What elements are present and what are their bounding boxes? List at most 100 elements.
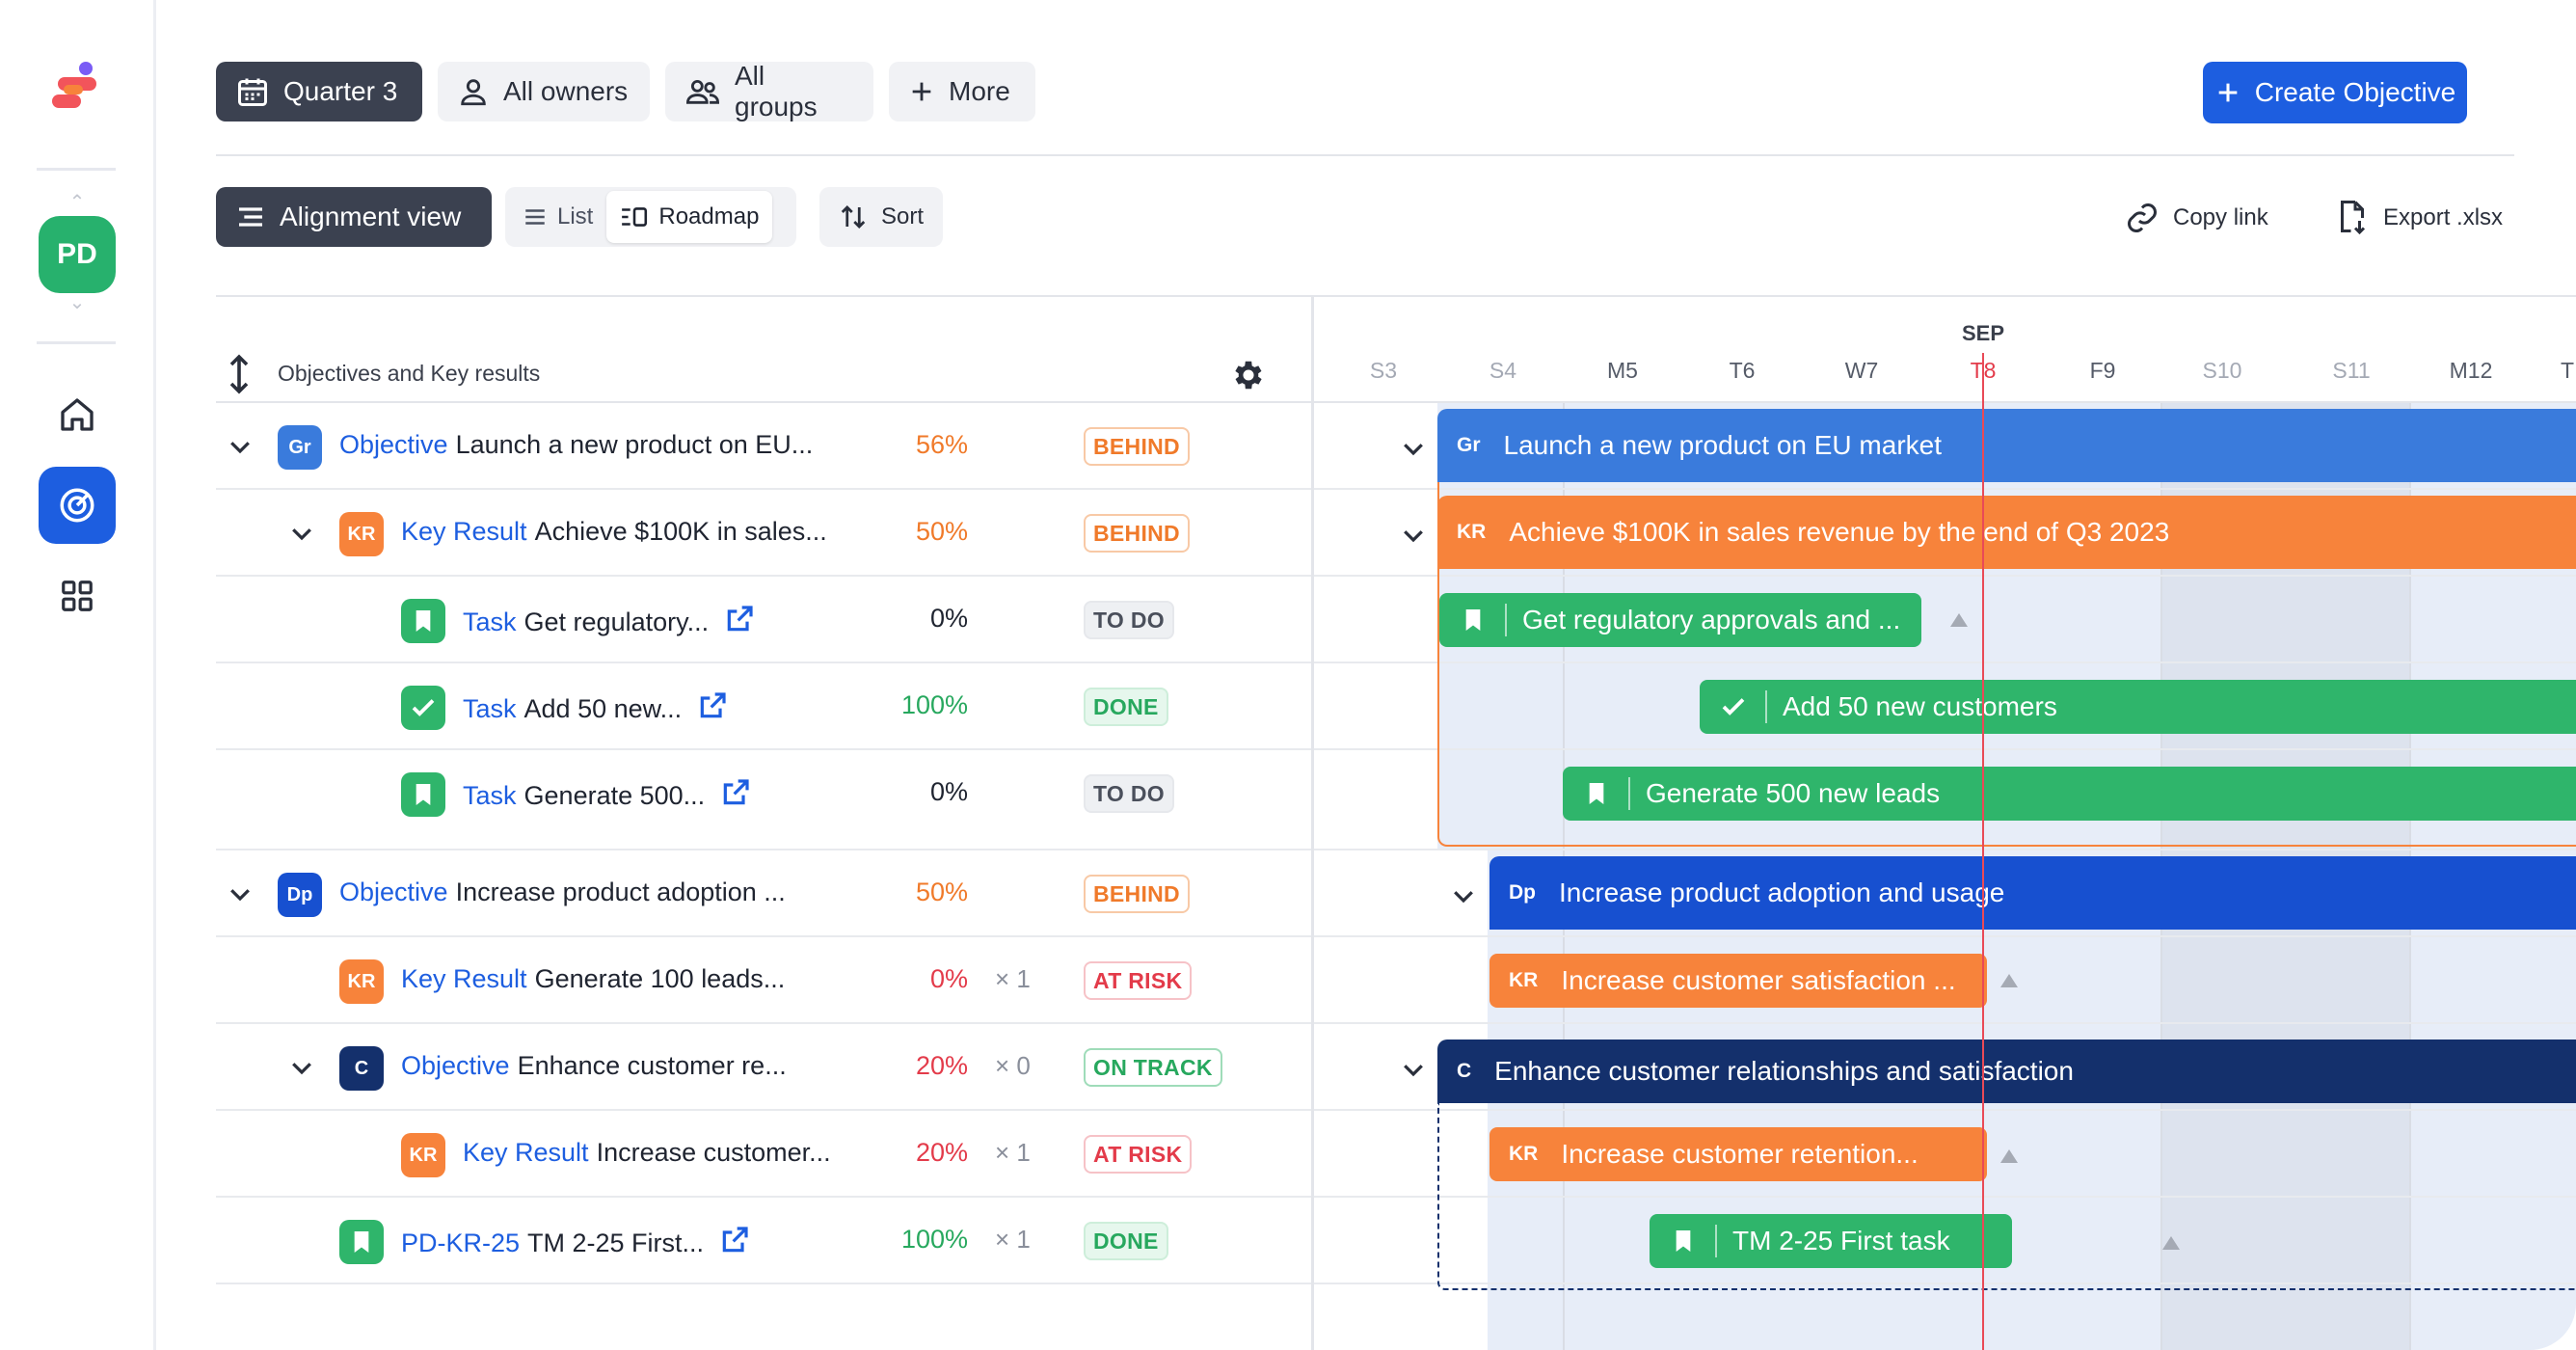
chevron-down-icon[interactable] bbox=[1399, 521, 1428, 550]
goals-nav-button[interactable] bbox=[39, 467, 116, 544]
table-row[interactable]: Task Get regulatory... 0% TO DO bbox=[216, 577, 1311, 663]
chevron-up-icon: ⌃ bbox=[68, 192, 86, 213]
row-title[interactable]: PD-KR-25 TM 2-25 First... bbox=[401, 1225, 750, 1258]
row-title-text: Generate 100 leads... bbox=[534, 964, 786, 993]
row-title[interactable]: Task Generate 500... bbox=[463, 777, 751, 811]
task-bar[interactable]: Get regulatory approvals and ... bbox=[1439, 593, 1921, 647]
chevron-down-icon[interactable] bbox=[1399, 1055, 1428, 1084]
expand-collapse-icon[interactable] bbox=[226, 353, 253, 395]
objective-bar[interactable]: Gr Launch a new product on EU market bbox=[1437, 409, 2576, 482]
bar-label: Add 50 new customers bbox=[1783, 691, 2057, 721]
row-title[interactable]: Key Result Generate 100 leads... bbox=[401, 964, 785, 994]
row-title-text: Enhance customer re... bbox=[517, 1051, 787, 1080]
table-row[interactable]: KR Key Result Generate 100 leads... 0% × … bbox=[216, 937, 1311, 1024]
dependency-marker[interactable] bbox=[1950, 613, 1968, 627]
status-badge: BEHIND bbox=[1084, 514, 1190, 553]
progress-value: 50% bbox=[915, 517, 968, 546]
timeline-row bbox=[1314, 1024, 2576, 1111]
row-kind: Key Result bbox=[401, 517, 527, 546]
dependency-marker[interactable] bbox=[2000, 1149, 2018, 1163]
progress-value: 20% bbox=[915, 1138, 968, 1167]
list-view-tab[interactable]: List bbox=[509, 191, 606, 243]
status-badge: TO DO bbox=[1084, 601, 1174, 639]
chevron-down-icon[interactable] bbox=[287, 1053, 316, 1082]
day-tick: T6 bbox=[1729, 358, 1756, 383]
row-title[interactable]: Objective Increase product adoption ... bbox=[339, 878, 786, 907]
link-icon bbox=[2128, 203, 2157, 232]
chevron-down-icon[interactable] bbox=[226, 879, 255, 908]
table-row[interactable]: Task Add 50 new... 100% DONE bbox=[216, 663, 1311, 750]
row-title-text: Add 50 new... bbox=[523, 694, 683, 723]
progress-value: 50% bbox=[915, 878, 968, 906]
sort-button[interactable]: Sort bbox=[819, 187, 943, 247]
table-row[interactable]: KR Key Result Achieve $100K in sales... 5… bbox=[216, 490, 1311, 577]
group-badge: Dp bbox=[278, 873, 322, 917]
more-filters-button[interactable]: More bbox=[889, 62, 1035, 122]
bookmark-icon bbox=[1465, 609, 1481, 631]
alignment-view-button[interactable]: Alignment view bbox=[216, 187, 492, 247]
objective-bar[interactable]: Dp Increase product adoption and usage bbox=[1489, 856, 2576, 930]
bar-label: Generate 500 new leads bbox=[1646, 778, 1941, 808]
app-logo[interactable] bbox=[50, 60, 106, 114]
workspace-switcher[interactable]: ⌃ PD ⌄ bbox=[39, 193, 116, 316]
okr-table-header: Objectives and Key results bbox=[216, 297, 1311, 403]
groups-filter[interactable]: All groups bbox=[665, 61, 873, 122]
row-title[interactable]: Task Get regulatory... bbox=[463, 604, 755, 637]
dependency-marker[interactable] bbox=[2000, 974, 2018, 987]
plus-icon bbox=[2218, 83, 2238, 102]
table-row[interactable]: KR Key Result Increase customer... 20% × … bbox=[216, 1111, 1311, 1198]
external-link-icon[interactable] bbox=[697, 690, 728, 721]
dependency-marker[interactable] bbox=[2162, 1236, 2180, 1250]
row-title[interactable]: Objective Launch a new product on EU... bbox=[339, 430, 813, 460]
day-tick: M5 bbox=[1607, 358, 1638, 383]
copy-link-button[interactable]: Copy link bbox=[2125, 197, 2268, 239]
check-icon bbox=[1722, 698, 1745, 716]
table-row[interactable]: PD-KR-25 TM 2-25 First... 100% × 1 DONE bbox=[216, 1198, 1311, 1284]
chevron-down-icon[interactable] bbox=[226, 432, 255, 461]
day-tick: S4 bbox=[1489, 358, 1517, 383]
owners-filter[interactable]: All owners bbox=[438, 62, 650, 122]
bar-label: Achieve $100K in sales revenue by the en… bbox=[1509, 517, 2170, 547]
toolbar-divider bbox=[216, 154, 2514, 156]
table-row[interactable]: Task Generate 500... 0% TO DO bbox=[216, 750, 1311, 850]
external-link-icon[interactable] bbox=[724, 604, 755, 634]
apps-nav-button[interactable] bbox=[39, 557, 116, 634]
row-title[interactable]: Objective Enhance customer re... bbox=[401, 1051, 787, 1081]
home-nav-button[interactable] bbox=[39, 376, 116, 453]
roadmap-timeline: SEP S3 S4 M5 T6 W7 T8 F9 S10 S11 M12 T G… bbox=[1311, 297, 2576, 1350]
roadmap-view-tab[interactable]: Roadmap bbox=[606, 191, 773, 243]
row-title[interactable]: Key Result Increase customer... bbox=[463, 1138, 831, 1168]
row-kind: Key Result bbox=[463, 1138, 589, 1167]
key-result-bar[interactable]: KR Increase customer retention... bbox=[1489, 1127, 1987, 1181]
export-xlsx-button[interactable]: Export .xlsx bbox=[2335, 197, 2503, 239]
month-label: SEP bbox=[1961, 321, 2005, 345]
chevron-down-icon[interactable] bbox=[1449, 881, 1478, 910]
task-bar[interactable]: Generate 500 new leads bbox=[1563, 767, 2576, 821]
settings-gear-icon[interactable] bbox=[1230, 357, 1267, 393]
group-badge: C bbox=[339, 1046, 384, 1091]
key-result-bar[interactable]: KR Increase customer satisfaction ... bbox=[1489, 954, 1987, 1008]
groups-filter-label: All groups bbox=[735, 61, 818, 122]
task-bar[interactable]: TM 2-25 First task bbox=[1650, 1214, 2012, 1268]
row-title[interactable]: Task Add 50 new... bbox=[463, 690, 728, 724]
bar-tag: Dp bbox=[1509, 881, 1536, 904]
row-title[interactable]: Key Result Achieve $100K in sales... bbox=[401, 517, 827, 547]
chevron-down-icon[interactable] bbox=[287, 519, 316, 548]
bar-tag: KR bbox=[1509, 969, 1539, 991]
external-link-icon[interactable] bbox=[720, 777, 751, 808]
okr-table-title: Objectives and Key results bbox=[278, 361, 541, 386]
table-row[interactable]: Gr Objective Launch a new product on EU..… bbox=[216, 403, 1311, 490]
table-row[interactable]: C Objective Enhance customer re... 20% × … bbox=[216, 1024, 1311, 1111]
create-objective-button[interactable]: Create Objective bbox=[2203, 62, 2467, 123]
objective-group-outline bbox=[1437, 1103, 2576, 1290]
chevron-down-icon[interactable] bbox=[1399, 434, 1428, 463]
table-row[interactable]: Dp Objective Increase product adoption ..… bbox=[216, 850, 1311, 937]
row-title-text: Achieve $100K in sales... bbox=[534, 517, 827, 546]
quarter-filter[interactable]: Quarter 3 bbox=[216, 62, 422, 122]
key-result-bar[interactable]: KR Achieve $100K in sales revenue by the… bbox=[1437, 496, 2576, 569]
status-badge: AT RISK bbox=[1084, 1135, 1193, 1174]
external-link-icon[interactable] bbox=[719, 1225, 750, 1256]
task-bar[interactable]: Add 50 new customers bbox=[1700, 680, 2576, 734]
objective-bar[interactable]: C Enhance customer relationships and sat… bbox=[1437, 1040, 2576, 1103]
export-xlsx-label: Export .xlsx bbox=[2383, 204, 2504, 230]
